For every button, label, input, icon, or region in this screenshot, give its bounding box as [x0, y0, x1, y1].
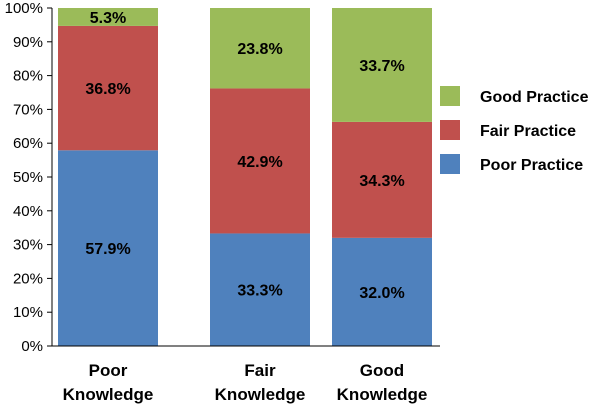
bar-segment-good-practice: [58, 8, 158, 26]
data-label: 42.9%: [237, 154, 282, 171]
bar-segment-fair-practice: [58, 25, 158, 151]
y-tick-label: 80%: [13, 68, 43, 85]
y-tick-label: 50%: [13, 169, 43, 186]
y-axis: 0% 10% 20% 30% 40% 50% 60% 70% 80% 90% 100%: [5, 0, 53, 355]
bar-segment-good-practice: [332, 8, 432, 122]
data-label: 33.7%: [359, 58, 404, 75]
data-label: 32.0%: [359, 285, 404, 302]
y-tick-label: 90%: [13, 34, 43, 51]
legend-swatch: [440, 120, 460, 140]
legend: Good Practice Fair Practice Poor Practice: [440, 86, 589, 174]
data-label: 23.8%: [237, 41, 282, 58]
bar-segment-poor-practice: [210, 233, 310, 346]
legend-label: Poor Practice: [480, 157, 583, 174]
bar-stacks: 57.9% 36.8% 5.3% 33.3% 42.9% 23.8% 32.0% 34.3% 3…: [58, 8, 432, 346]
legend-label: Fair Practice: [480, 123, 576, 140]
legend-swatch: [440, 154, 460, 174]
x-tick-label: Poor Knowledge: [63, 361, 154, 404]
x-axis: Poor Knowledge Fair Knowledge Good Knowledge: [52, 345, 440, 404]
legend-label: Good Practice: [480, 89, 589, 106]
data-label: 57.9%: [85, 241, 130, 258]
bar-segment-fair-practice: [332, 121, 432, 238]
y-tick-label: 0%: [21, 338, 43, 355]
y-tick-label: 10%: [13, 304, 43, 321]
data-label: 36.8%: [85, 81, 130, 98]
y-tick-label: 30%: [13, 237, 43, 254]
data-label: 33.3%: [237, 283, 282, 300]
y-tick-label: 60%: [13, 135, 43, 152]
y-tick-label: 20%: [13, 270, 43, 287]
y-tick-label: 70%: [13, 101, 43, 118]
legend-swatch: [440, 86, 460, 106]
bar-segment-poor-practice: [58, 150, 158, 346]
y-tick-label: 100%: [5, 0, 43, 17]
y-tick-label: 40%: [13, 203, 43, 220]
x-tick-label: Good Knowledge: [337, 361, 428, 404]
bar-segment-good-practice: [210, 8, 310, 89]
bar-segment-poor-practice: [332, 237, 432, 346]
data-label: 34.3%: [359, 173, 404, 190]
x-tick-label: Fair Knowledge: [215, 361, 306, 404]
data-label: 5.3%: [90, 10, 126, 27]
bar-segment-fair-practice: [210, 88, 310, 234]
